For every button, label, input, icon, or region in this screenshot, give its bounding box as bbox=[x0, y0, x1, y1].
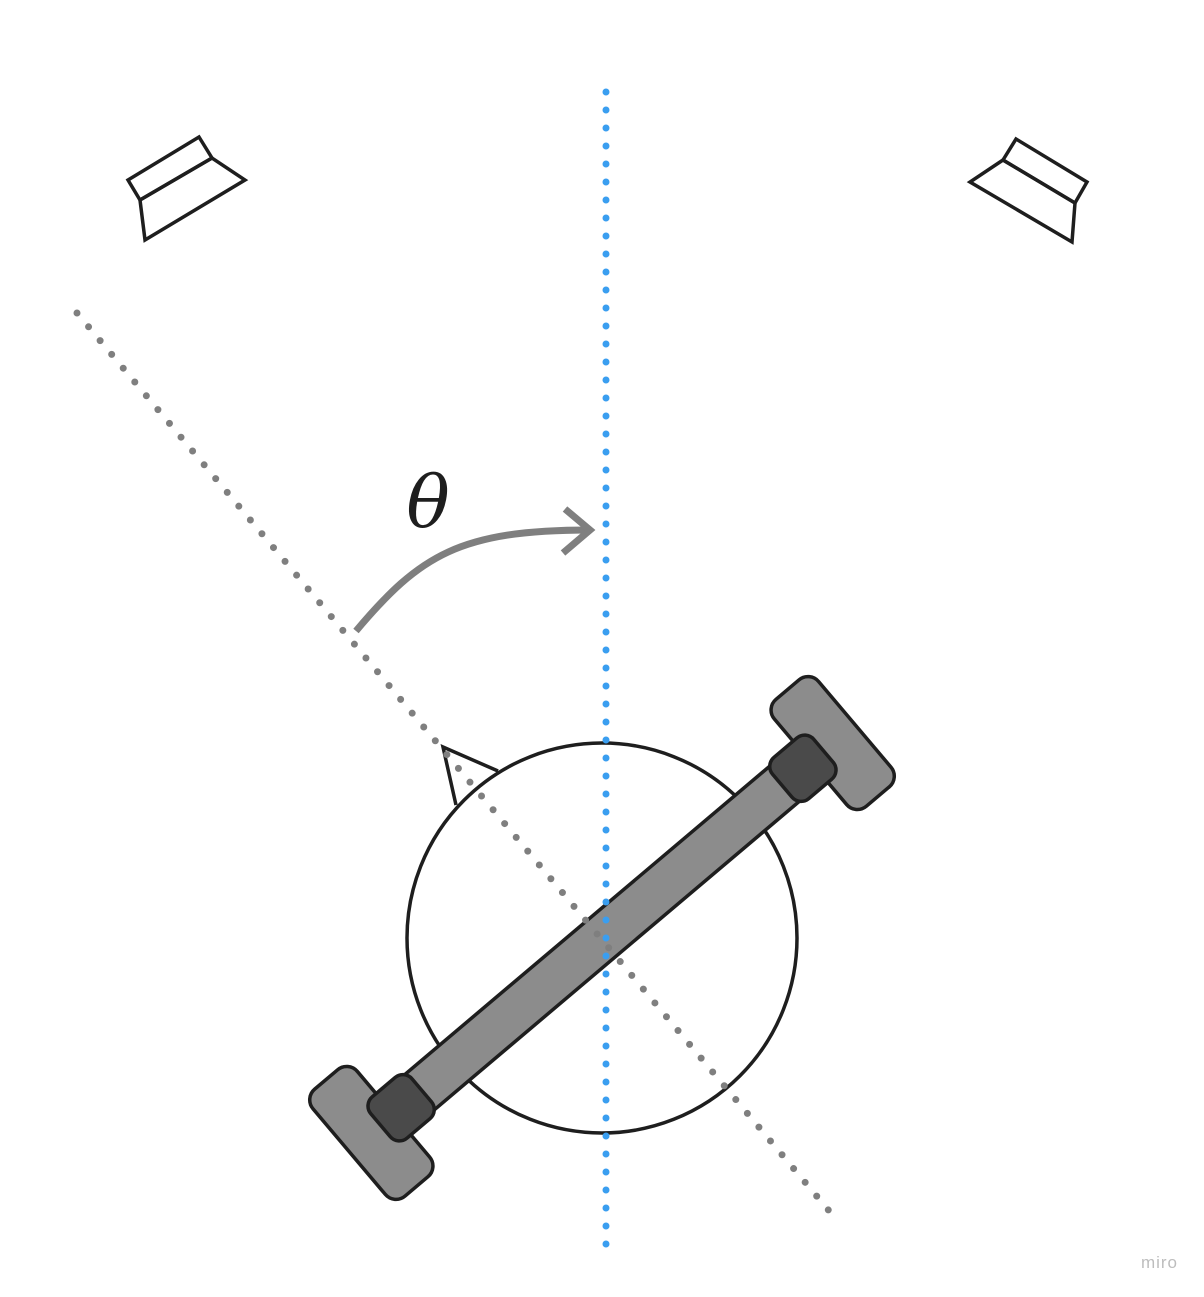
left-speaker-body bbox=[125, 134, 215, 203]
right-speaker-body bbox=[1000, 136, 1090, 206]
angle-label: θ bbox=[406, 460, 449, 544]
heading-line bbox=[73, 309, 834, 1216]
angle-arrowhead-icon bbox=[560, 506, 596, 556]
right-wheel-hub bbox=[767, 733, 838, 804]
robot-front-indicator bbox=[440, 744, 499, 806]
miro-watermark: miro bbox=[1140, 1253, 1178, 1272]
left-speaker-icon bbox=[125, 134, 249, 243]
angle-arc-arrow bbox=[353, 526, 591, 634]
right-speaker-icon bbox=[966, 136, 1090, 245]
left-wheel-hub bbox=[366, 1072, 437, 1143]
